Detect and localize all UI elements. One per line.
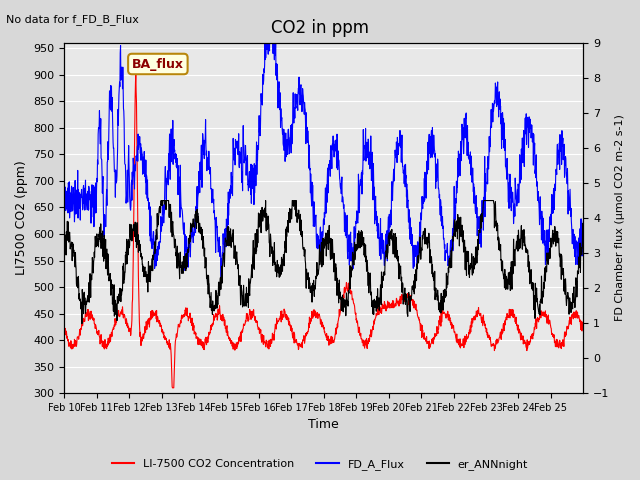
- X-axis label: Time: Time: [308, 419, 339, 432]
- Text: CO2 in ppm: CO2 in ppm: [271, 19, 369, 37]
- Y-axis label: FD Chamber flux (μmol CO2 m-2 s-1): FD Chamber flux (μmol CO2 m-2 s-1): [615, 115, 625, 322]
- Text: BA_flux: BA_flux: [132, 58, 184, 71]
- Legend: LI-7500 CO2 Concentration, FD_A_Flux, er_ANNnight: LI-7500 CO2 Concentration, FD_A_Flux, er…: [108, 455, 532, 474]
- Text: No data for f_FD_B_Flux: No data for f_FD_B_Flux: [6, 14, 140, 25]
- Y-axis label: LI7500 CO2 (ppm): LI7500 CO2 (ppm): [15, 161, 28, 276]
